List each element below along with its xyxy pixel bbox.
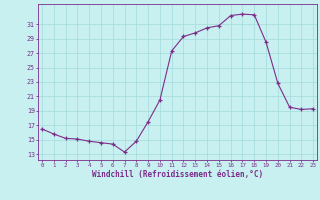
- X-axis label: Windchill (Refroidissement éolien,°C): Windchill (Refroidissement éolien,°C): [92, 170, 263, 179]
